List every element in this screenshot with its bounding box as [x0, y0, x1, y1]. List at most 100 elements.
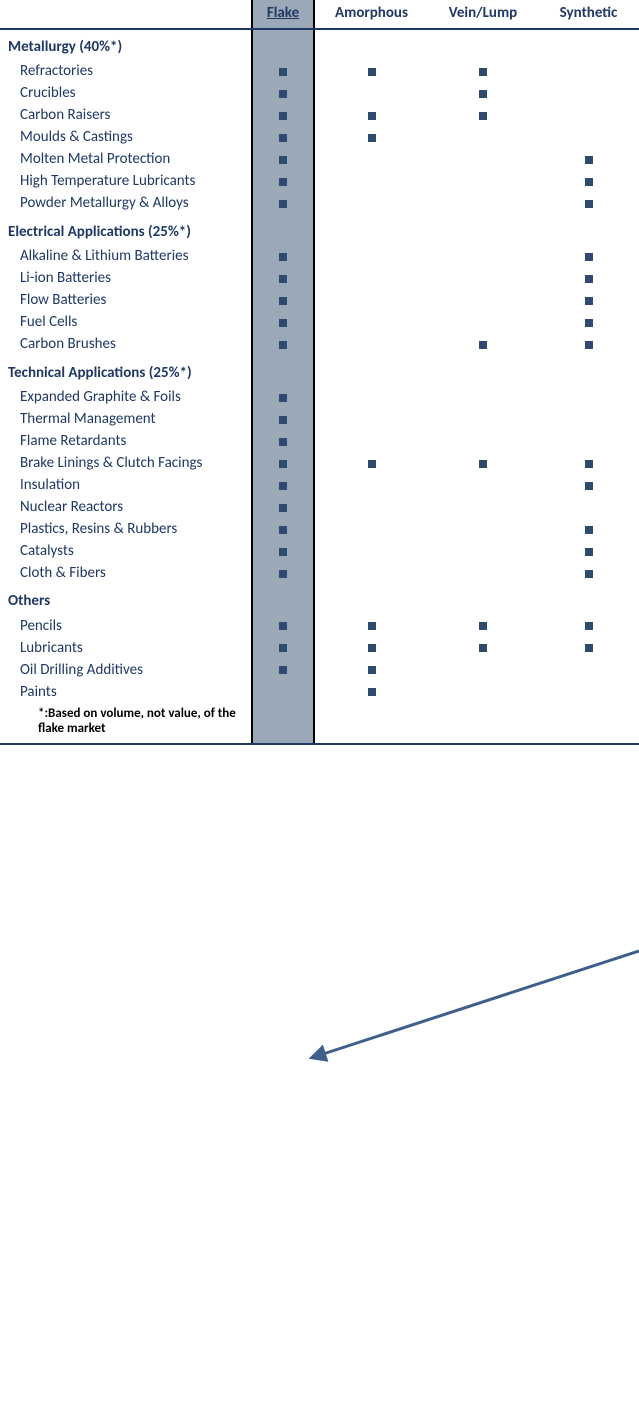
col-header-vein: Vein/Lump: [428, 0, 538, 29]
row-label: Powder Metallurgy & Alloys: [0, 193, 252, 215]
cell-mark: [314, 268, 428, 290]
cell-mark: [314, 105, 428, 127]
cell-mark: [538, 681, 639, 703]
cell-mark: [314, 61, 428, 83]
table-row: Refractories: [0, 61, 639, 83]
cell-mark: [428, 149, 538, 171]
footnote: *:Based on volume, not value, of the fla…: [0, 703, 252, 744]
row-label: Crucibles: [0, 83, 252, 105]
cell-flake: [252, 496, 314, 518]
cell-mark: [314, 171, 428, 193]
cell-flake: [252, 430, 314, 452]
marker-icon: [279, 504, 287, 512]
marker-icon: [279, 253, 287, 261]
cell-mark: [428, 637, 538, 659]
cell-flake: [252, 386, 314, 408]
cell-mark: [538, 518, 639, 540]
table-row: Alkaline & Lithium Batteries: [0, 246, 639, 268]
cell-mark: [314, 83, 428, 105]
table-row: Insulation: [0, 474, 639, 496]
table-row: Pencils: [0, 615, 639, 637]
cell-flake: [252, 215, 314, 246]
cell-mark: [314, 540, 428, 562]
table-row: Carbon Raisers: [0, 105, 639, 127]
row-label: Pencils: [0, 615, 252, 637]
cell-mark: [428, 171, 538, 193]
cell-flake: [252, 290, 314, 312]
cell-flake: [252, 193, 314, 215]
marker-icon: [585, 548, 593, 556]
col-header-flake: Flake: [252, 0, 314, 29]
cell-mark: [314, 246, 428, 268]
cell-mark: [538, 496, 639, 518]
cell-mark: [314, 193, 428, 215]
cell-mark: [314, 615, 428, 637]
cell-mark: [428, 386, 538, 408]
cell-flake: [252, 246, 314, 268]
table-row: Nuclear Reactors: [0, 496, 639, 518]
cell-mark: [314, 290, 428, 312]
marker-icon: [279, 644, 287, 652]
marker-icon: [279, 438, 287, 446]
cell-mark: [428, 430, 538, 452]
marker-icon: [279, 526, 287, 534]
marker-icon: [368, 460, 376, 468]
cell-mark: [538, 312, 639, 334]
category-heading: Others: [0, 584, 252, 615]
marker-icon: [279, 200, 287, 208]
cell-flake: [252, 61, 314, 83]
table-row: Cloth & Fibers: [0, 562, 639, 584]
marker-icon: [279, 666, 287, 674]
cell-mark: [538, 386, 639, 408]
cell-flake: [252, 268, 314, 290]
marker-icon: [368, 644, 376, 652]
cell-mark: [538, 452, 639, 474]
marker-icon: [479, 460, 487, 468]
table-row: Crucibles: [0, 83, 639, 105]
cell-mark: [314, 496, 428, 518]
cell-mark: [428, 246, 538, 268]
col-header-label: [0, 0, 252, 29]
cell-flake: [252, 562, 314, 584]
marker-icon: [585, 200, 593, 208]
cell-flake: [252, 408, 314, 430]
cell-mark: [314, 430, 428, 452]
cell-mark: [538, 290, 639, 312]
cell-mark: [314, 637, 428, 659]
cell-mark: [538, 334, 639, 356]
table-row: Catalysts: [0, 540, 639, 562]
row-label: Cloth & Fibers: [0, 562, 252, 584]
marker-icon: [279, 622, 287, 630]
cell-mark: [428, 474, 538, 496]
cell-mark: [314, 312, 428, 334]
marker-icon: [279, 275, 287, 283]
cell-mark: [314, 474, 428, 496]
cell-flake: [252, 518, 314, 540]
row-label: Carbon Raisers: [0, 105, 252, 127]
marker-icon: [279, 90, 287, 98]
row-label: Fuel Cells: [0, 312, 252, 334]
cell-mark: [314, 386, 428, 408]
cell-mark: [538, 562, 639, 584]
cell-mark: [314, 562, 428, 584]
cell-mark: [538, 430, 639, 452]
cell-mark: [428, 334, 538, 356]
cell-mark: [428, 540, 538, 562]
cell-flake: [252, 615, 314, 637]
cell-mark: [428, 518, 538, 540]
cell-flake: [252, 334, 314, 356]
cell-mark: [428, 127, 538, 149]
cell-flake: [252, 83, 314, 105]
marker-icon: [279, 416, 287, 424]
cell-mark: [538, 105, 639, 127]
row-label: Flame Retardants: [0, 430, 252, 452]
cell-mark: [538, 474, 639, 496]
col-header-amorphous: Amorphous: [314, 0, 428, 29]
table-row: Lubricants: [0, 637, 639, 659]
cell-mark: [538, 408, 639, 430]
row-label: Thermal Management: [0, 408, 252, 430]
table-row: Paints: [0, 681, 639, 703]
cell-mark: [428, 83, 538, 105]
table-row: Molten Metal Protection: [0, 149, 639, 171]
marker-icon: [585, 178, 593, 186]
